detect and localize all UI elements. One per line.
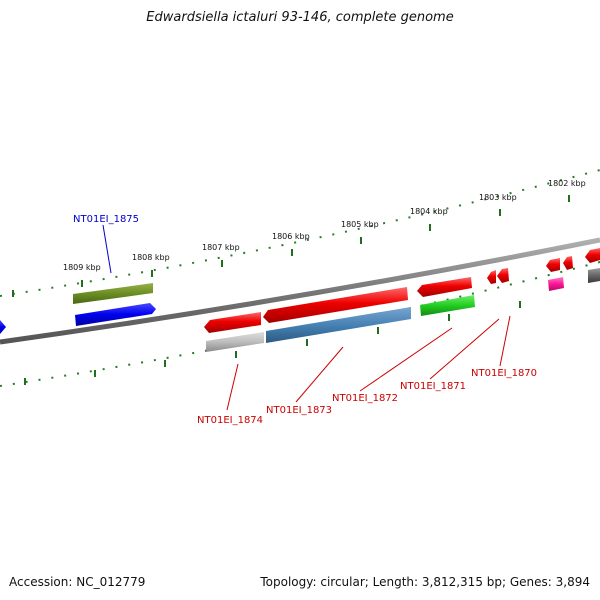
gene-label-nt01ei-1874: NT01EI_1874	[197, 415, 263, 426]
kbp-label: 1802 kbp	[548, 179, 586, 188]
kbp-label: 1805 kbp	[341, 220, 379, 229]
gene-1870-pink[interactable]	[548, 277, 564, 291]
gene-label-nt01ei-1871: NT01EI_1871	[400, 381, 466, 392]
gene-red-small-1[interactable]	[487, 270, 496, 284]
accession-text: Accession: NC_012779	[9, 575, 146, 589]
kbp-label: 1809 kbp	[63, 263, 101, 272]
inner-major-ticks	[24, 301, 521, 385]
gene-red-small-2[interactable]	[497, 268, 509, 283]
callout-lines	[102, 224, 511, 411]
kbp-label: 1808 kbp	[132, 253, 170, 262]
gene-label-nt01ei-1872: NT01EI_1872	[332, 393, 398, 404]
gene-1875-blue[interactable]	[75, 303, 156, 326]
gene-olive[interactable]	[73, 283, 153, 304]
gene-1873-steelblue[interactable]	[266, 307, 411, 343]
gene-red-edge[interactable]	[585, 248, 600, 263]
gene-arrow-blue-edge[interactable]	[0, 320, 6, 334]
gene-red-upper-1[interactable]	[204, 312, 261, 333]
kbp-label: 1807 kbp	[202, 243, 240, 252]
gene-red-upper-2[interactable]	[263, 287, 408, 323]
gene-label-nt01ei-1870: NT01EI_1870	[471, 368, 537, 379]
kbp-label: 1806 kbp	[272, 232, 310, 241]
kbp-label: 1804 kbp	[410, 207, 448, 216]
gene-labels: NT01EI_1875 NT01EI_1874 NT01EI_1873 NT01…	[73, 214, 537, 426]
gene-label-nt01ei-1873: NT01EI_1873	[266, 405, 332, 416]
genome-title: Edwardsiella ictaluri 93-146, complete g…	[146, 10, 454, 25]
gene-red-small-4[interactable]	[563, 256, 573, 270]
gene-1871-green[interactable]	[420, 295, 475, 316]
gene-red-upper-3[interactable]	[417, 277, 472, 297]
kbp-label: 1803 kbp	[479, 193, 517, 202]
kbp-scale-labels: 1809 kbp 1808 kbp 1807 kbp 1806 kbp 1805…	[63, 179, 586, 272]
gene-1874-gray[interactable]	[206, 332, 264, 352]
outer-major-ticks	[12, 195, 570, 297]
genome-backbone	[0, 237, 600, 345]
topology-text: Topology: circular; Length: 3,812,315 bp…	[260, 575, 590, 589]
gene-label-nt01ei-1875: NT01EI_1875	[73, 214, 139, 225]
gene-red-small-3[interactable]	[546, 258, 560, 272]
gene-gray-edge[interactable]	[588, 268, 600, 283]
